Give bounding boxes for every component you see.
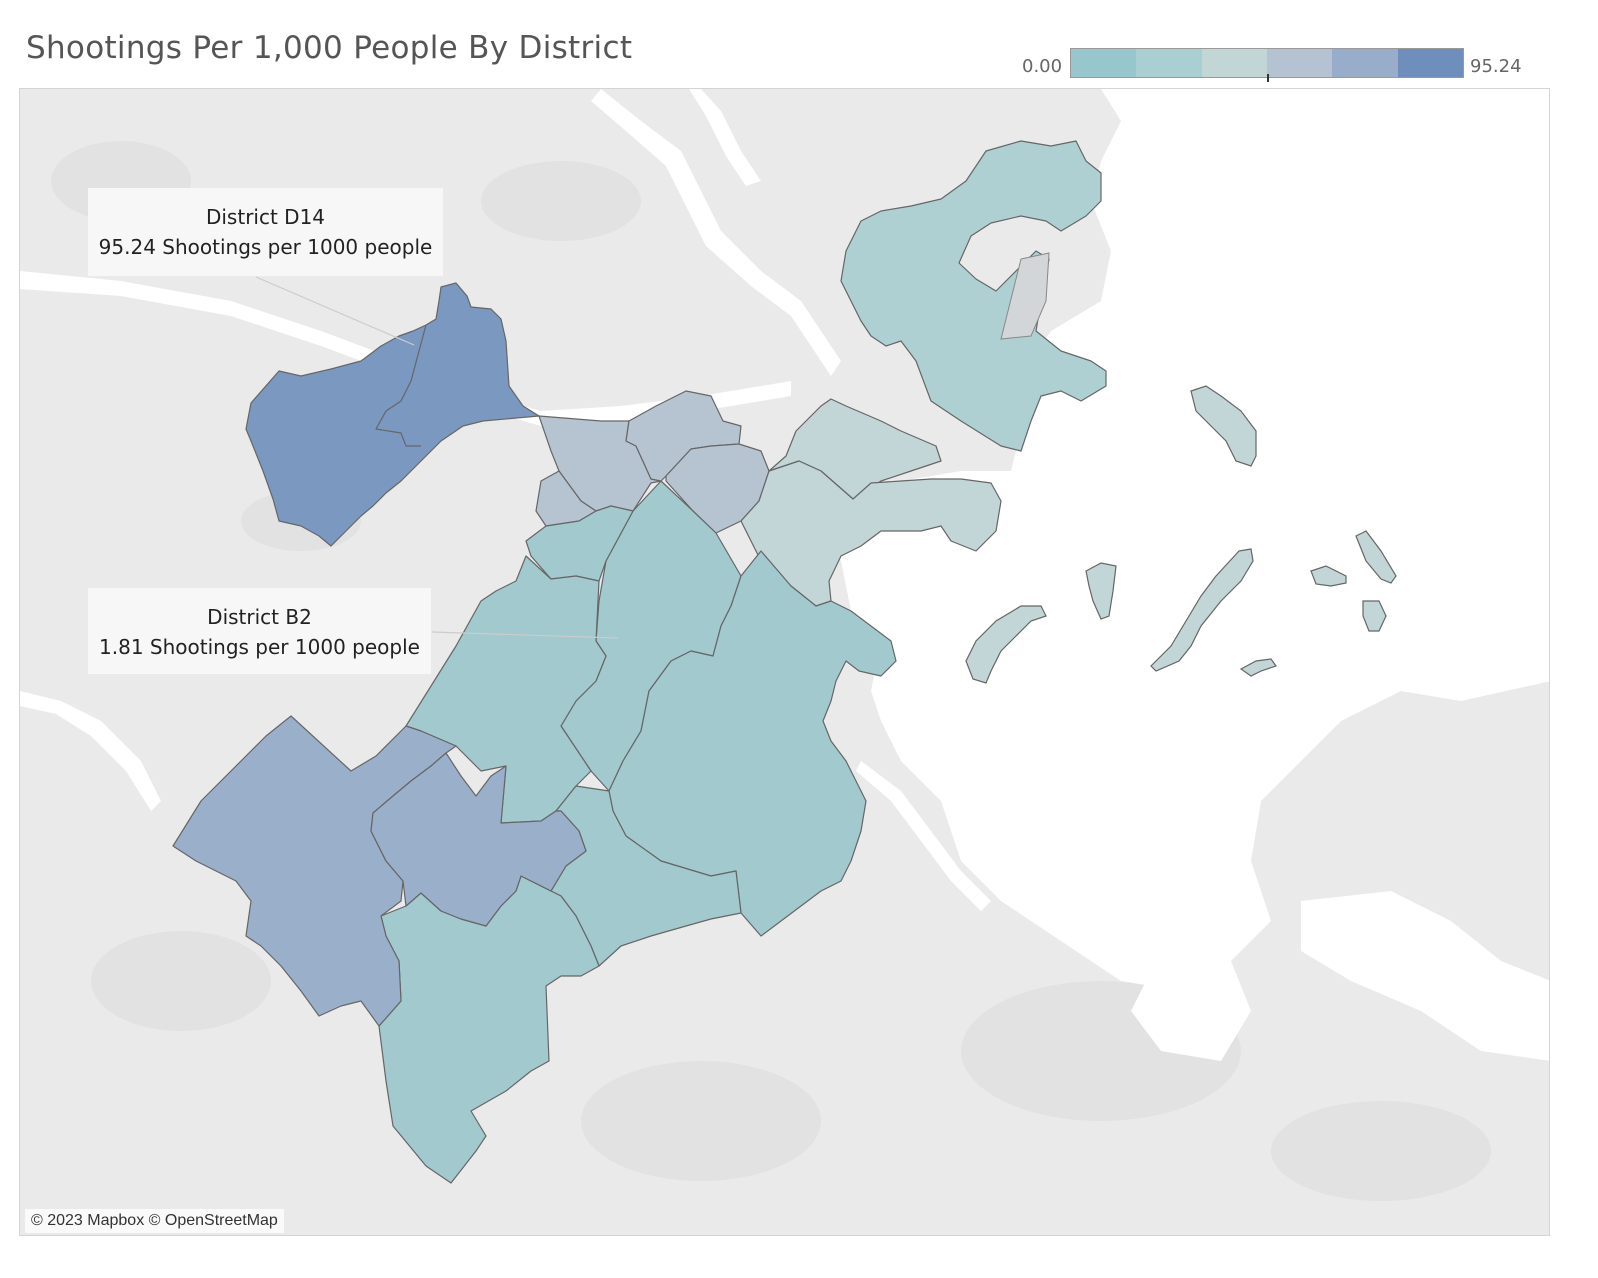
land-texture (51, 141, 1491, 1201)
legend-max-label: 95.24 (1470, 56, 1522, 77)
legend-step-5 (1332, 49, 1398, 77)
district-c11[interactable] (608, 550, 897, 937)
legend-step-1 (1071, 49, 1137, 77)
district-d14[interactable] (245, 282, 540, 547)
district-polygons[interactable] (172, 140, 1107, 1184)
tooltip-b2-value: 1.81 Shootings per 1000 people (99, 635, 420, 659)
airport-runway (1000, 252, 1050, 340)
map-attribution[interactable]: © 2023 Mapbox © OpenStreetMap (25, 1209, 284, 1233)
district-a7[interactable] (840, 140, 1107, 452)
legend-min-label: 0.00 (1022, 56, 1063, 77)
d14-leader-line (255, 276, 415, 346)
legend-step-6 (1397, 49, 1463, 77)
chart-title: Shootings Per 1,000 People By District (26, 30, 633, 66)
harbor-islands (965, 385, 1397, 684)
b2-leader-line (431, 631, 619, 639)
tooltip-d14-value: 95.24 Shootings per 1000 people (98, 235, 433, 259)
tooltip-district-d14: District D14 95.24 Shootings per 1000 pe… (88, 188, 443, 276)
tooltip-d14-district: District D14 (205, 205, 326, 229)
harbor-water (20, 89, 1549, 1061)
district-e13[interactable] (525, 505, 634, 582)
color-legend: 0.00 95.24 (1020, 48, 1580, 84)
district-e5-east[interactable] (370, 752, 587, 927)
legend-step-2 (1136, 49, 1202, 77)
district-e5[interactable] (172, 715, 457, 1027)
tooltip-b2-district: District B2 (207, 605, 312, 629)
legend-color-ramp (1070, 48, 1464, 78)
legend-step-3 (1201, 49, 1267, 77)
tooltip-district-b2: District B2 1.81 Shootings per 1000 peop… (88, 588, 431, 674)
legend-step-4 (1266, 49, 1333, 77)
legend-marker (1267, 74, 1269, 82)
